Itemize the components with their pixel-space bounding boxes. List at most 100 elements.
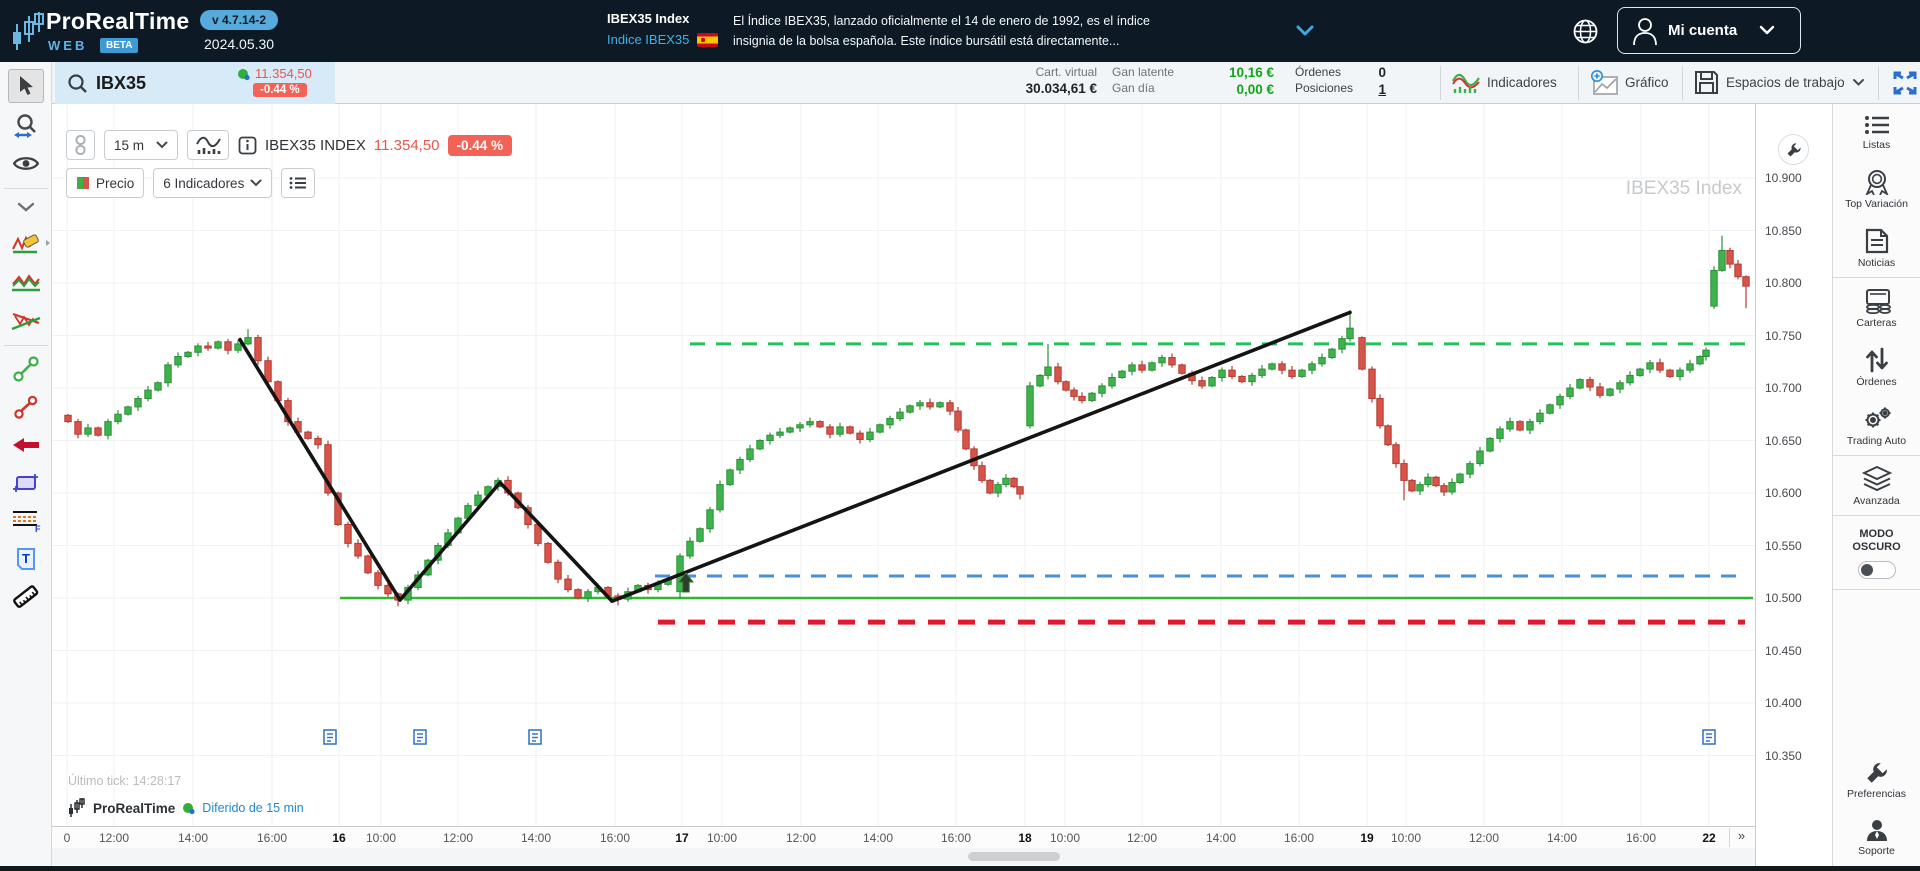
indicators-count-label: 6 Indicadores [163, 175, 245, 191]
candle [856, 432, 864, 440]
tool-pattern-triangle[interactable] [8, 305, 44, 336]
price-series-label: Precio [96, 175, 135, 191]
language-globe-icon[interactable] [1572, 18, 1599, 45]
sidebar-item-preferencias[interactable]: Preferencias [1833, 751, 1920, 808]
candle [184, 351, 192, 357]
chart-area[interactable]: IBEX35 Index 15 m [52, 104, 1755, 871]
candle [244, 337, 252, 345]
candlestick-plot[interactable]: IBEX35 Index [52, 104, 1755, 826]
indicators-button[interactable]: Indicadores [1452, 62, 1557, 103]
sidebar-item-top-variacion[interactable]: Top Variación [1833, 159, 1920, 218]
tool-draw-eraser[interactable] [8, 229, 50, 260]
candle [866, 431, 874, 440]
candle [1734, 263, 1742, 278]
next-page-button[interactable]: » [1729, 828, 1753, 847]
time-axis-label: 10:00 [1390, 831, 1422, 845]
instrument-description: El Índice IBEX35, lanzado oficialmente e… [733, 14, 1150, 48]
instrument-subtitle-link[interactable]: Indice IBEX35 [607, 32, 690, 47]
instrument-search-box[interactable]: IBX35 11.354,50 -0.44 % [55, 62, 335, 104]
sidebar-item-ordenes[interactable]: Órdenes [1833, 337, 1920, 396]
candle [564, 578, 572, 591]
candle [1054, 366, 1062, 383]
timeframe-select[interactable]: 15 m [104, 130, 178, 160]
version-pill[interactable]: v 4.7.14-2 [200, 10, 279, 30]
tool-selection-rect[interactable] [8, 467, 44, 498]
candle [1010, 477, 1018, 488]
candle [104, 421, 112, 436]
tool-more-chevron[interactable] [8, 191, 44, 222]
time-axis-label: 16 [332, 831, 346, 845]
portfolio-value: 30.034,61 € [1025, 81, 1097, 96]
candle [84, 427, 92, 435]
tool-pattern-zigzag[interactable] [8, 267, 44, 298]
add-chart-icon [1591, 69, 1618, 95]
sidebar-item-noticias[interactable]: Noticias [1833, 218, 1920, 277]
candle [384, 584, 392, 595]
search-price: 11.354,50 [255, 66, 312, 81]
tool-zoom[interactable] [8, 110, 44, 141]
candle [1268, 363, 1276, 370]
candle [1148, 362, 1156, 371]
sidebar-item-carteras[interactable]: Carteras [1833, 278, 1920, 337]
sidebar-item-avanzada[interactable]: Avanzada [1833, 456, 1920, 515]
candle [786, 427, 794, 433]
candle [1376, 398, 1384, 427]
price-axis-label: 10.450 [1765, 643, 1802, 658]
posiciones-value[interactable]: 1 [1378, 82, 1386, 97]
sidebar-item-soporte[interactable]: Soporte [1833, 808, 1920, 865]
add-chart-button[interactable]: Gráfico [1590, 62, 1669, 103]
tool-text[interactable]: T [8, 543, 44, 574]
tool-cursor[interactable] [7, 69, 44, 103]
price-series-button[interactable]: Precio [66, 168, 145, 198]
tool-arrow-left[interactable] [8, 429, 44, 460]
indicators-select[interactable]: 6 Indicadores [153, 168, 273, 198]
candle [776, 431, 784, 436]
news-note-icon [528, 729, 542, 745]
fullscreen-expand-icon [1893, 71, 1917, 94]
info-icon[interactable] [238, 136, 257, 155]
my-account-button[interactable]: Mi cuenta [1617, 7, 1801, 54]
chart-settings-button[interactable] [1778, 134, 1809, 165]
candle [1486, 437, 1494, 452]
sidebar-item-listas[interactable]: Listas [1833, 104, 1920, 159]
tool-segment-red[interactable] [8, 391, 44, 422]
candle [876, 424, 884, 433]
tool-fibonacci-levels[interactable]: F [8, 505, 44, 536]
chart-type-button[interactable] [187, 130, 229, 160]
tool-ruler[interactable] [8, 581, 44, 612]
price-axis-label: 10.850 [1765, 223, 1802, 238]
price-candles-icon [77, 177, 89, 189]
time-axis[interactable]: » 0 12:00 14:00 16:00 16 10:00 12:00 14:00 16:00… [52, 826, 1755, 848]
candle [1546, 404, 1554, 414]
fullscreen-button[interactable] [1892, 62, 1918, 103]
trend-zigzag-line [238, 310, 1352, 603]
brand-web-label: WEB [48, 38, 88, 53]
description-expand-chevron-icon[interactable] [1295, 24, 1315, 38]
workspaces-button[interactable]: Espacios de trabajo [1694, 62, 1865, 103]
candle [1456, 473, 1464, 484]
sidebar-item-trading-auto[interactable]: Trading Auto [1833, 396, 1920, 455]
time-axis-label: 12:00 [442, 831, 474, 845]
candle [1686, 363, 1694, 371]
tool-segment-green[interactable] [8, 353, 44, 384]
link-chart-button[interactable] [66, 130, 95, 160]
candle [1118, 370, 1126, 379]
horizontal-scrollbar[interactable] [52, 848, 1755, 865]
candle [314, 437, 322, 446]
delay-link[interactable]: Diferido de 15 min [202, 801, 304, 815]
indicator-list-button[interactable] [281, 168, 316, 198]
candle [1108, 377, 1116, 387]
orders-labels: Órdenes Posiciones [1295, 65, 1365, 95]
news-note-icon [1702, 729, 1716, 745]
scrollbar-thumb[interactable] [968, 852, 1060, 861]
divider [1578, 66, 1579, 100]
candle [584, 591, 592, 599]
candle [254, 337, 262, 362]
dark-mode-toggle[interactable] [1857, 561, 1896, 579]
price-axis-label: 10.650 [1765, 433, 1802, 448]
search-input[interactable]: IBX35 [96, 72, 147, 93]
tool-eye[interactable] [8, 148, 44, 179]
price-axis[interactable]: 10.900 10.850 10.800 10.750 10.700 10.650 10.6… [1755, 104, 1832, 871]
prorealtime-mini-logo-icon [69, 798, 85, 817]
timeframe-chevron-icon [156, 141, 168, 149]
